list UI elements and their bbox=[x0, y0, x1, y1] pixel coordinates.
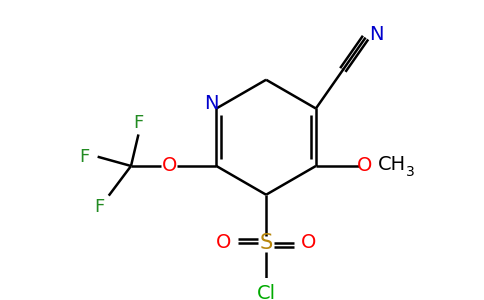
Text: F: F bbox=[79, 148, 90, 166]
Text: O: O bbox=[356, 157, 372, 175]
Text: Cl: Cl bbox=[257, 284, 276, 300]
Text: S: S bbox=[259, 233, 272, 253]
Text: CH: CH bbox=[378, 154, 406, 174]
Text: O: O bbox=[301, 233, 317, 252]
Text: 3: 3 bbox=[406, 164, 415, 178]
Text: F: F bbox=[94, 198, 105, 216]
Text: O: O bbox=[216, 233, 231, 252]
Text: N: N bbox=[369, 26, 383, 44]
Text: F: F bbox=[133, 114, 144, 132]
Text: N: N bbox=[204, 94, 219, 113]
Text: O: O bbox=[162, 157, 178, 175]
